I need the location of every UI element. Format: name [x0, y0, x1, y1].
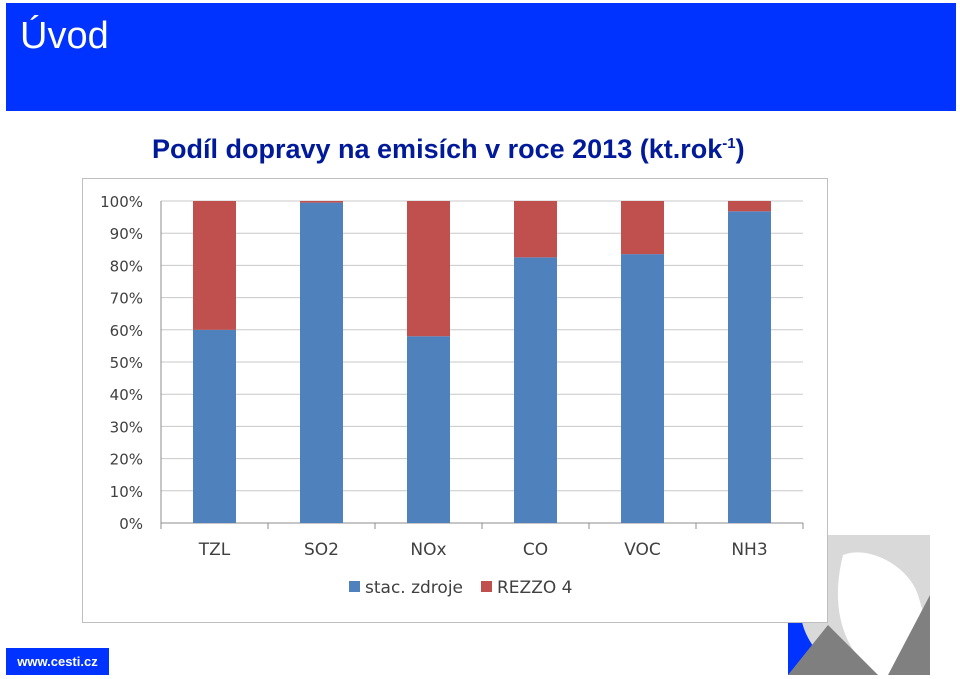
- bar-tzl-series-1: [193, 329, 236, 523]
- y-tick-label: 20%: [110, 451, 143, 469]
- bar-nh3-series-1: [728, 211, 771, 523]
- bar-nox-series-2: [407, 201, 450, 337]
- y-tick-label: 40%: [110, 386, 143, 404]
- header-title: Úvod: [20, 15, 109, 57]
- footer-website[interactable]: www.cesti.cz: [6, 648, 109, 675]
- x-tick-label: VOC: [624, 540, 661, 560]
- header-bar: Úvod: [6, 3, 956, 111]
- y-tick-label: 90%: [110, 225, 143, 243]
- bar-co-series-2: [514, 201, 557, 258]
- x-tick-label: SO2: [304, 540, 339, 560]
- slide-title-superscript: -1: [722, 135, 736, 152]
- legend-label-2: REZZO 4: [497, 578, 572, 598]
- legend-swatch-2: [481, 581, 492, 592]
- y-tick-label: 70%: [110, 290, 143, 308]
- chart-container: 0% 10% 20% 30% 40% 50% 60% 70% 80% 90% 100% TZL SO2 N…: [82, 178, 828, 623]
- x-tick-label: CO: [523, 540, 548, 560]
- slide-title-main: Podíl dopravy na emisích v roce 2013 (kt…: [152, 134, 723, 164]
- slide-title: Podíl dopravy na emisích v roce 2013 (kt…: [152, 134, 745, 165]
- y-tick-label: 10%: [110, 483, 143, 501]
- y-tick-label: 100%: [100, 193, 143, 211]
- bar-tzl-series-2: [193, 201, 236, 330]
- y-tick-label: 30%: [110, 418, 143, 436]
- y-tick-label: 60%: [110, 322, 143, 340]
- slide-title-end: ): [735, 134, 745, 164]
- bar-nh3-series-2: [728, 201, 771, 212]
- bar-co-series-1: [514, 257, 557, 523]
- legend-label-1: stac. zdroje: [365, 578, 463, 598]
- bar-so2-series-1: [300, 202, 343, 524]
- bar-voc-series-2: [621, 201, 664, 255]
- stacked-bar-chart: 0% 10% 20% 30% 40% 50% 60% 70% 80% 90% 100% TZL SO2 N…: [100, 193, 804, 598]
- bar-so2-series-2: [300, 201, 343, 203]
- decorative-corner-graphic: [788, 535, 930, 675]
- bar-voc-series-1: [621, 254, 664, 523]
- x-tick-label: NOx: [410, 540, 446, 560]
- y-tick-label: 0%: [119, 515, 143, 533]
- x-tick-label: TZL: [198, 540, 231, 560]
- y-tick-label: 50%: [110, 354, 143, 372]
- y-tick-label: 80%: [110, 257, 143, 275]
- legend-swatch-1: [349, 581, 360, 592]
- x-tick-label: NH3: [731, 540, 767, 560]
- bar-nox-series-1: [407, 336, 450, 523]
